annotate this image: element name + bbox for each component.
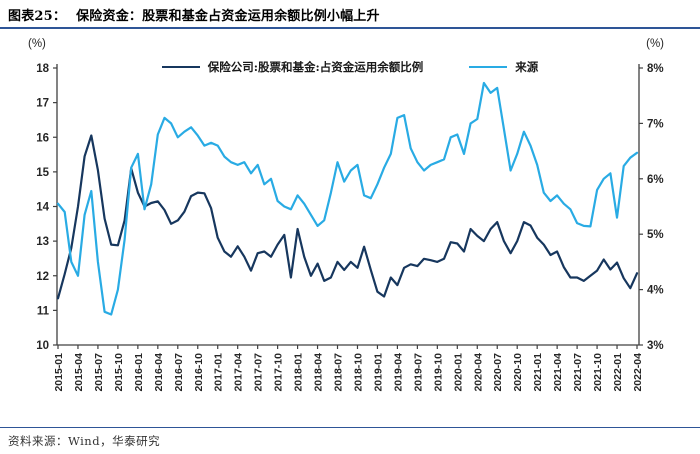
figure-title-row: 图表25： 保险资金：股票和基金占资金运用余额比例小幅上升 (0, 0, 700, 29)
left-axis-tick-label: 11 (37, 305, 50, 317)
x-axis-tick-label: 2018-01 (293, 353, 305, 392)
right-axis-tick-label: 7% (647, 118, 664, 130)
chart-legend: 保险公司:股票和基金:占资金运用余额比例 来源 (0, 59, 700, 75)
x-axis-tick-label: 2017-04 (233, 353, 245, 392)
x-axis-tick-label: 2019-07 (412, 353, 424, 392)
x-axis-tick-label: 2015-07 (93, 353, 105, 392)
left-axis-tick-label: 17 (36, 98, 49, 110)
x-axis-tick-label: 2019-01 (372, 353, 384, 392)
legend-line-swatch-dark (161, 66, 200, 68)
x-axis-tick-label: 2015-10 (113, 353, 125, 392)
legend-label: 来源 (515, 60, 539, 74)
x-axis-tick-label: 2015-01 (53, 353, 65, 392)
left-axis-tick-label: 14 (36, 202, 49, 214)
right-axis-tick-label: 8% (647, 63, 664, 75)
x-axis-tick-label: 2018-10 (352, 353, 364, 392)
legend-label: 保险公司:股票和基金:占资金运用余额比例 (207, 60, 424, 74)
x-axis-tick-label: 2021-01 (532, 353, 544, 392)
x-axis-tick-label: 2016-01 (133, 353, 145, 392)
series-line-secondary (56, 81, 639, 316)
legend-item-stocks-funds-ratio: 保险公司:股票和基金:占资金运用余额比例 (161, 59, 424, 75)
x-axis-tick-label: 2017-07 (253, 353, 265, 392)
x-axis-tick-label: 2020-07 (492, 353, 504, 392)
right-axis-tick-label: 6% (647, 174, 664, 186)
left-axis-tick-label: 15 (36, 167, 49, 179)
right-axis-unit-label: (%) (646, 38, 664, 50)
x-axis-tick-label: 2022-04 (632, 353, 644, 392)
x-axis-tick-label: 2020-01 (452, 353, 464, 392)
left-axis-tick-label: 10 (36, 340, 49, 352)
x-axis-tick-label: 2017-10 (273, 353, 285, 392)
x-axis-tick-label: 2016-04 (153, 353, 165, 392)
x-axis-tick-label: 2020-10 (512, 353, 524, 392)
source-note: 资料来源：Wind，华泰研究 (8, 434, 161, 448)
series-line-stocks-funds-ratio (56, 134, 639, 300)
left-axis-tick-label: 16 (36, 132, 49, 144)
right-axis-tick-label: 3% (647, 340, 664, 352)
x-axis-tick-label: 2016-10 (193, 353, 205, 392)
left-axis-tick-label: 13 (36, 236, 49, 248)
right-axis-tick-label: 4% (647, 285, 664, 297)
x-axis-tick-label: 2015-04 (73, 353, 85, 392)
x-axis-tick-label: 2018-04 (313, 353, 325, 392)
left-axis-unit-label: (%) (28, 38, 46, 50)
x-axis-tick-label: 2021-07 (572, 353, 584, 392)
legend-line-swatch-light (469, 66, 508, 68)
legend-item-secondary: 来源 (469, 59, 538, 75)
x-axis-tick-label: 2017-01 (213, 353, 225, 392)
right-axis-tick-label: 5% (647, 229, 664, 241)
left-axis-tick-label: 12 (36, 271, 49, 283)
x-axis-tick-label: 2019-04 (392, 353, 404, 392)
figure-number-label: 图表25： (8, 9, 67, 24)
chart-canvas: 10 11 12 13 14 15 16 17 18 3% 4% 5% 6% 7% 8% 2015-01 201… (36, 63, 664, 392)
left-axis-tick-label: 18 (36, 63, 49, 75)
x-axis-tick-label: 2021-10 (592, 353, 604, 392)
x-axis-tick-label: 2022-01 (612, 353, 624, 392)
x-axis-tick-label: 2020-04 (472, 353, 484, 392)
x-axis-tick-label: 2021-04 (552, 353, 564, 392)
footer-divider (0, 427, 700, 428)
x-axis-tick-label: 2018-07 (333, 353, 345, 392)
figure-title: 保险资金：股票和基金占资金运用余额比例小幅上升 (76, 9, 380, 24)
x-axis-tick-label: 2019-10 (432, 353, 444, 392)
x-axis-tick-label: 2016-07 (173, 353, 185, 392)
